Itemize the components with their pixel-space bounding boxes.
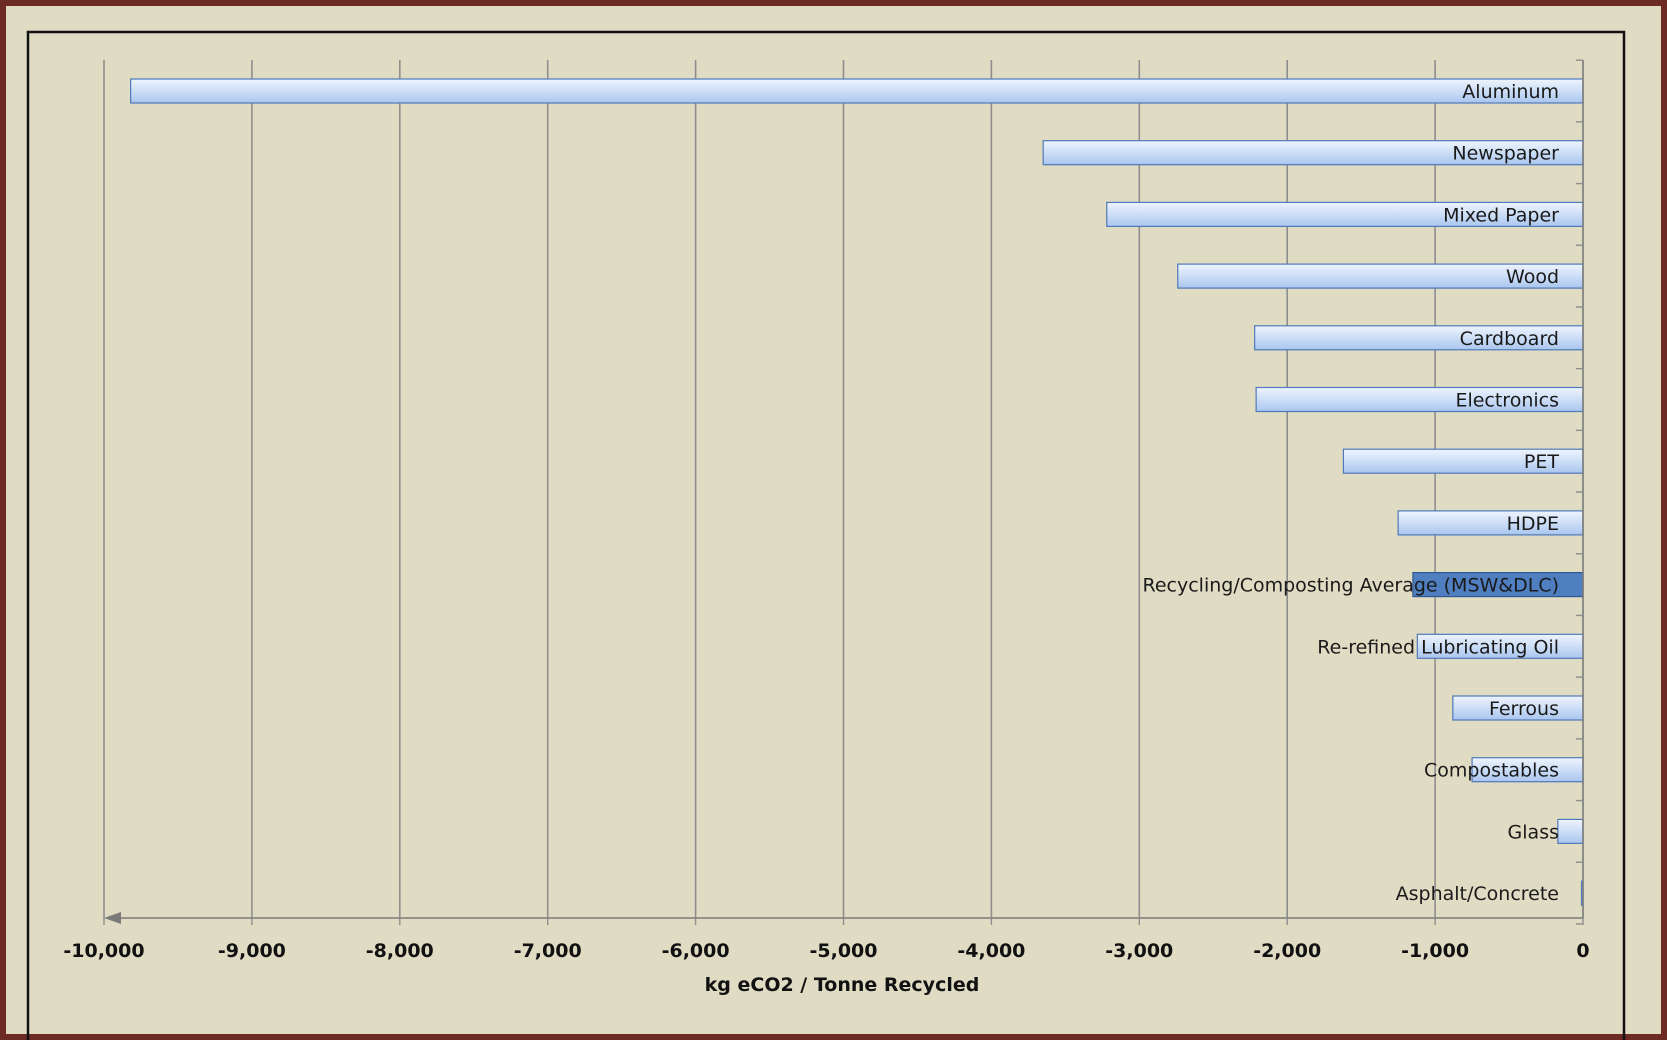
x-tick-label: -4,000 xyxy=(957,940,1025,962)
category-label: PET xyxy=(1524,451,1559,473)
bar xyxy=(1397,510,1584,536)
category-label: Wood xyxy=(1506,266,1559,288)
x-axis: -10,000 -9,000 -8,000 -7,000 -6,000 -5,000 -4,… xyxy=(63,59,1590,962)
x-tick-label: -1,000 xyxy=(1401,940,1469,962)
category-label: Glass xyxy=(1508,821,1559,843)
bar xyxy=(1342,448,1584,474)
category-label: Aluminum xyxy=(1462,81,1559,103)
bar xyxy=(1412,571,1584,598)
bar xyxy=(1254,325,1584,351)
bar xyxy=(1042,140,1584,166)
bar xyxy=(1177,263,1584,289)
x-axis-title: kg eCO2 / Tonne Recycled xyxy=(705,974,980,996)
x-tick-label: -7,000 xyxy=(514,940,582,962)
bar xyxy=(1416,633,1584,659)
category-label: Cardboard xyxy=(1460,328,1559,350)
category-label: HDPE xyxy=(1507,513,1559,535)
x-tick-label: -10,000 xyxy=(63,940,144,962)
category-label: Compostables xyxy=(1424,760,1559,782)
bar xyxy=(1255,386,1584,413)
category-label: Electronics xyxy=(1455,390,1559,412)
category-label: Mixed Paper xyxy=(1443,204,1559,226)
category-label: Re-refined Lubricating Oil xyxy=(1317,636,1559,658)
gridlines xyxy=(103,60,1436,918)
x-tick-label: -2,000 xyxy=(1253,940,1321,962)
bars xyxy=(130,78,1584,906)
bar xyxy=(130,78,1584,104)
category-label: Ferrous xyxy=(1489,698,1559,720)
x-tick-label: -8,000 xyxy=(366,940,434,962)
axis-arrow xyxy=(104,912,121,924)
x-tick-label: -6,000 xyxy=(662,940,730,962)
x-tick-label: -3,000 xyxy=(1105,940,1173,962)
bar xyxy=(1106,201,1584,227)
category-label: Asphalt/Concrete xyxy=(1396,883,1559,905)
category-label: Newspaper xyxy=(1452,143,1559,165)
bar xyxy=(1557,818,1584,845)
category-labels: Aluminum Newspaper Mixed Paper Wood Cardboar… xyxy=(1142,81,1559,905)
category-label: Recycling/Composting Average (MSW&DLC) xyxy=(1142,575,1559,597)
x-tick-label: 0 xyxy=(1576,940,1589,962)
x-tick-label: -9,000 xyxy=(218,940,286,962)
x-tick-label: -5,000 xyxy=(810,940,878,962)
plot-border xyxy=(26,30,1626,1040)
bar xyxy=(1452,695,1584,721)
